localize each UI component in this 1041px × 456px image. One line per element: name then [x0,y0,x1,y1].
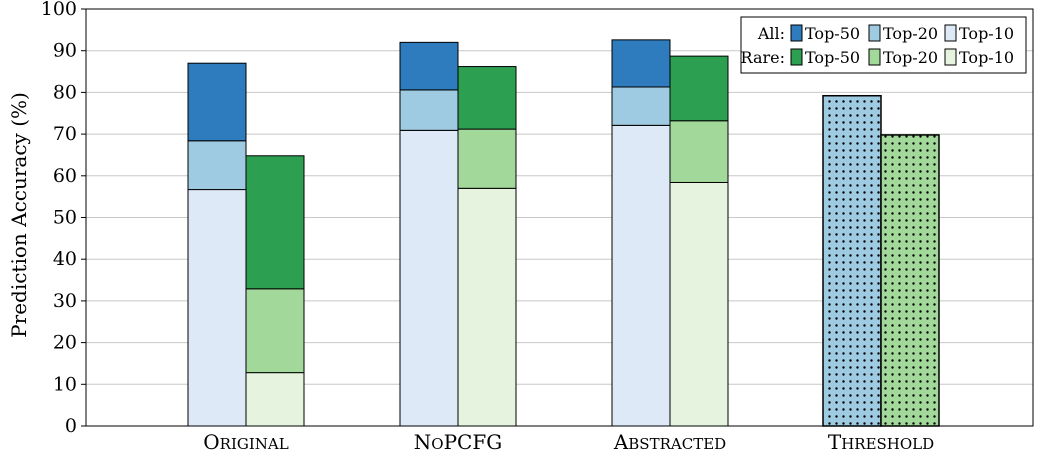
y-tick-label: 20 [53,332,77,354]
bar-abstracted-rare-top-50 [669,55,729,122]
legend-group-label: All: [757,24,785,43]
legend-swatch [790,24,803,42]
y-tick-label: 60 [53,165,77,187]
legend-swatch [868,24,881,42]
bar-original-all-top-20 [187,140,247,191]
y-tick-label: 40 [53,248,77,270]
bar-abstracted-rare-top-10 [669,181,729,427]
legend-box [740,16,1027,74]
bar-abstracted-all-top-20 [611,86,671,126]
bar-abstracted-all-top-10 [611,124,671,427]
legend-swatch [944,24,957,42]
legend-swatch [868,48,881,66]
bar-nopcfg-rare-top-10 [457,187,517,427]
bar-original-rare-top-50 [245,155,305,290]
bar-nopcfg-all-top-50 [399,41,459,91]
legend-swatch [790,48,803,66]
y-tick-label: 80 [53,81,77,103]
y-tick-label: 10 [53,373,77,395]
legend-group-label: Rare: [741,48,785,67]
bar-nopcfg-all-top-10 [399,129,459,427]
bar-nopcfg-rare-top-20 [457,128,517,189]
y-axis-title: Prediction Accuracy (%) [7,92,31,338]
y-tick-label: 50 [53,207,77,229]
bar-original-rare-top-20 [245,288,305,374]
bar-threshold-rare [880,134,940,427]
bar-original-rare-top-10 [245,372,305,427]
x-category-label: ORIGINAL [203,430,288,454]
bar-threshold-all [822,94,882,427]
x-category-label: ABSTRACTED [613,430,726,454]
legend-item-label: Top-20 [883,24,938,43]
x-category-label: THRESHOLD [828,430,934,454]
y-tick-label: 70 [53,123,77,145]
y-tick-label: 100 [41,0,77,20]
legend-swatch [944,48,957,66]
y-tick-label: 0 [65,415,77,437]
y-tick-label: 30 [53,290,77,312]
legend-item-label: Top-10 [959,48,1014,67]
legend-item-label: Top-50 [805,48,860,67]
plot-frame [85,8,1034,427]
y-tick-label: 90 [53,40,77,62]
legend: All: Top-50 Top-20 Top-10 Rare: Top-50 Top-20 T… [740,16,1027,74]
legend-item-label: Top-20 [883,48,938,67]
bar-original-all-top-10 [187,189,247,427]
x-category-label: NOPCFG [414,430,502,454]
legend-item-label: Top-10 [959,24,1014,43]
bar-abstracted-rare-top-20 [669,120,729,183]
bar-nopcfg-rare-top-50 [457,66,517,130]
bar-original-all-top-50 [187,62,247,142]
bar-abstracted-all-top-50 [611,39,671,88]
bars [187,39,940,427]
bar-nopcfg-all-top-20 [399,89,459,131]
legend-item-label: Top-50 [805,24,860,43]
axes: 0 10 20 30 40 50 60 70 80 90 100 ORIGINAL NOPCFG ABST… [41,0,1034,454]
